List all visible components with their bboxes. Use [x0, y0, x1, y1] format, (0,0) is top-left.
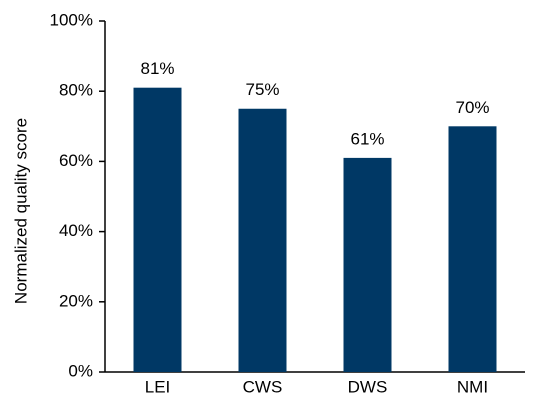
- y-tick-label: 40%: [59, 221, 93, 240]
- y-tick-label: 60%: [59, 151, 93, 170]
- bar-dws: [343, 157, 392, 372]
- y-axis-title: Normalized quality score: [11, 118, 30, 304]
- y-tick-label: 0%: [68, 361, 93, 380]
- x-tick-label: CWS: [243, 377, 283, 396]
- y-tick-label: 20%: [59, 291, 93, 310]
- x-tick-label: NMI: [457, 377, 488, 396]
- bars: [133, 87, 497, 372]
- data-labels: 81% 75% 61% 70%: [140, 59, 489, 148]
- bar-nmi: [448, 126, 497, 372]
- x-tick-label: DWS: [348, 377, 388, 396]
- bar-cws: [238, 108, 287, 372]
- data-label: 75%: [245, 80, 279, 99]
- y-tick-label: 80%: [59, 81, 93, 100]
- data-label: 81%: [140, 59, 174, 78]
- y-tick-label: 100%: [50, 10, 93, 29]
- x-tick-label: LEI: [145, 377, 171, 396]
- y-axis: 0% 20% 40% 60% 80% 100%: [50, 10, 106, 380]
- x-axis: LEI CWS DWS NMI: [105, 371, 525, 396]
- data-label: 61%: [350, 129, 384, 148]
- bar-lei: [133, 87, 182, 372]
- data-label: 70%: [455, 98, 489, 117]
